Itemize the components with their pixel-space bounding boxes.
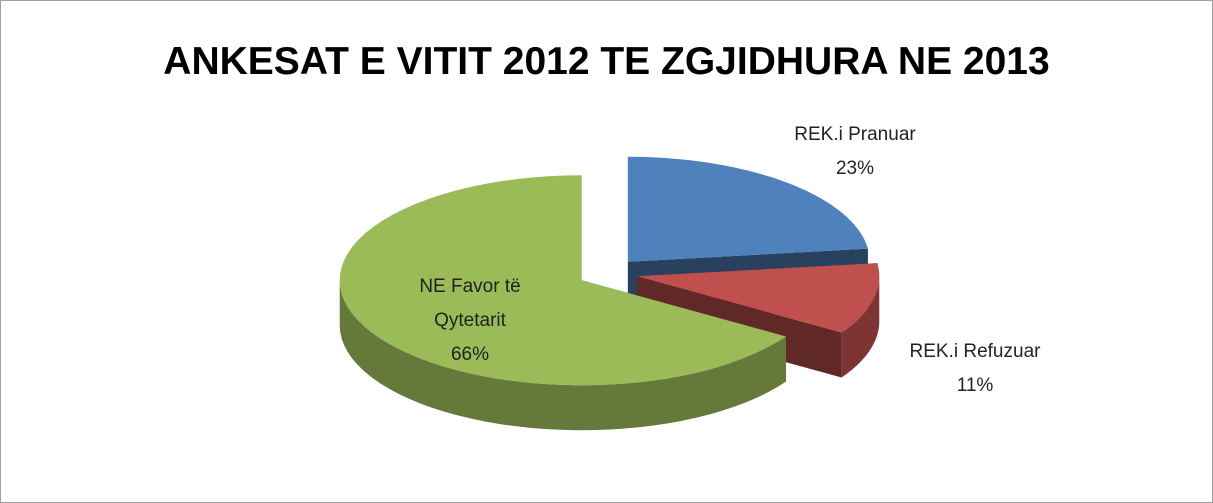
chart-title: ANKESAT E VITIT 2012 TE ZGJIDHURA NE 201… <box>163 40 1050 83</box>
slice <box>339 175 787 386</box>
slice <box>637 263 880 333</box>
slice <box>627 156 868 262</box>
slice-wall <box>339 280 787 431</box>
slice-label: REK.i Refuzuar <box>909 341 1041 362</box>
slice-label: NE Favor të Qytetarit <box>419 276 521 331</box>
slice-value-label: 11% <box>956 375 994 396</box>
slice-wall <box>841 276 880 378</box>
slice-label: REK.i Pranuar <box>794 124 916 145</box>
slice-value-label: 66% <box>450 344 490 365</box>
slice-value-label: 23% <box>835 158 875 179</box>
